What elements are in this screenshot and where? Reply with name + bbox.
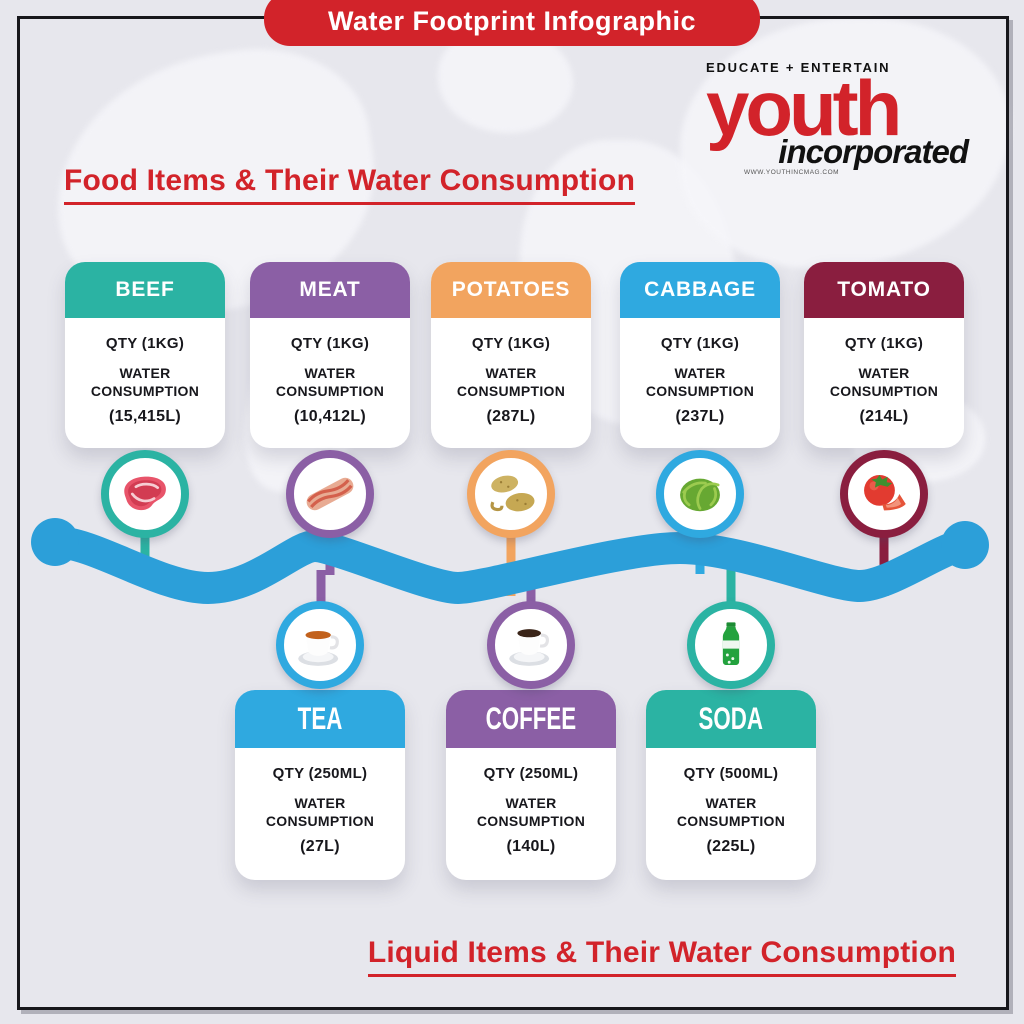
card-body: QTY (1KG) WATER CONSUMPTION (10,412L) (250, 318, 410, 440)
potatoes-icon-badge (467, 450, 555, 538)
wave-start-dot (31, 518, 79, 566)
bacon-icon (306, 477, 354, 511)
logo-tagline: EDUCATE + ENTERTAIN (706, 60, 891, 75)
quantity-text: QTY (1KG) (105, 335, 185, 352)
card-body: QTY (500ML) WATER CONSUMPTION (225L) (646, 748, 816, 870)
logo-brand-text: youth (706, 64, 902, 152)
card-title: TOMATO (837, 278, 931, 301)
water-consumption-value: (237L) (675, 408, 725, 426)
water-consumption-label: WATER CONSUMPTION (676, 795, 786, 830)
water-consumption-value: (140L) (506, 838, 556, 856)
card-title: SODA (698, 700, 764, 737)
wave-line (39, 526, 981, 605)
water-consumption-label: WATER CONSUMPTION (829, 365, 939, 400)
card-header: CABBAGE (620, 262, 780, 318)
water-consumption-label: WATER CONSUMPTION (275, 365, 385, 400)
coffee-icon-badge (487, 601, 575, 689)
card-header: TOMATO (804, 262, 964, 318)
quantity-text: QTY (1KG) (844, 335, 924, 352)
liquid-card-tea: TEA QTY (250ML) WATER CONSUMPTION (27L) (235, 690, 405, 880)
water-consumption-label: WATER CONSUMPTION (456, 365, 566, 400)
quantity-text: QTY (1KG) (471, 335, 551, 352)
soda-icon-badge (687, 601, 775, 689)
card-header: COFFEE (446, 690, 616, 748)
tea-icon (298, 630, 339, 666)
card-title: TEA (297, 700, 343, 737)
card-body: QTY (250ML) WATER CONSUMPTION (27L) (235, 748, 405, 870)
quantity-text: QTY (250ML) (272, 765, 368, 782)
water-consumption-label: WATER CONSUMPTION (265, 795, 375, 830)
timeline-wave (31, 518, 989, 612)
logo-website-url: WWW.YOUTHINCMAG.COM (744, 168, 840, 176)
water-consumption-value: (287L) (486, 408, 536, 426)
card-title: BEEF (115, 278, 175, 301)
card-header: POTATOES (431, 262, 591, 318)
tomato-icon (864, 474, 906, 511)
cabbage-icon-badge (656, 450, 744, 538)
card-title: COFFEE (485, 700, 577, 737)
tea-icon-badge (276, 601, 364, 689)
potatoes-icon (490, 475, 535, 512)
food-card-tomato: TOMATO QTY (1KG) WATER CONSUMPTION (214L… (804, 262, 964, 448)
liquid-card-soda: SODA QTY (500ML) WATER CONSUMPTION (225L… (646, 690, 816, 880)
page-title: Water Footprint Infographic (328, 6, 696, 36)
card-body: QTY (1KG) WATER CONSUMPTION (214L) (804, 318, 964, 440)
water-consumption-label: WATER CONSUMPTION (645, 365, 755, 400)
cabbage-icon (680, 478, 720, 512)
liquid-card-coffee: COFFEE QTY (250ML) WATER CONSUMPTION (14… (446, 690, 616, 880)
tomato-icon-badge (840, 450, 928, 538)
coffee-icon (509, 629, 550, 666)
food-card-beef: BEEF QTY (1KG) WATER CONSUMPTION (15,415… (65, 262, 225, 448)
card-title: MEAT (299, 278, 361, 301)
soda-icon (722, 622, 740, 665)
card-header: TEA (235, 690, 405, 748)
card-body: QTY (250ML) WATER CONSUMPTION (140L) (446, 748, 616, 870)
water-consumption-value: (27L) (300, 838, 340, 856)
card-header: SODA (646, 690, 816, 748)
food-card-meat: MEAT QTY (1KG) WATER CONSUMPTION (10,412… (250, 262, 410, 448)
water-consumption-value: (225L) (706, 838, 756, 856)
card-body: QTY (1KG) WATER CONSUMPTION (15,415L) (65, 318, 225, 440)
quantity-text: QTY (1KG) (290, 335, 370, 352)
wave-end-dot (941, 521, 989, 569)
beef-icon-badge (101, 450, 189, 538)
card-title: CABBAGE (644, 278, 756, 301)
water-consumption-label: WATER CONSUMPTION (476, 795, 586, 830)
food-section-heading: Food Items & Their Water Consumption (64, 164, 636, 205)
quantity-text: QTY (250ML) (483, 765, 579, 782)
water-consumption-label: WATER CONSUMPTION (90, 365, 200, 400)
quantity-text: QTY (1KG) (660, 335, 740, 352)
water-consumption-value: (214L) (859, 408, 909, 426)
water-consumption-value: (15,415L) (108, 408, 182, 426)
card-title: POTATOES (451, 278, 571, 301)
bacon-icon-badge (286, 450, 374, 538)
youth-incorporated-logo: EDUCATE + ENTERTAIN youth incorporated W… (706, 60, 969, 176)
food-card-potatoes: POTATOES QTY (1KG) WATER CONSUMPTION (28… (431, 262, 591, 448)
logo-brand-suffix: incorporated (778, 132, 969, 170)
title-banner: Water Footprint Infographic (264, 0, 760, 46)
card-body: QTY (1KG) WATER CONSUMPTION (287L) (431, 318, 591, 440)
card-header: BEEF (65, 262, 225, 318)
card-body: QTY (1KG) WATER CONSUMPTION (237L) (620, 318, 780, 440)
liquid-section-heading: Liquid Items & Their Water Consumption (367, 936, 956, 977)
card-header: MEAT (250, 262, 410, 318)
food-card-cabbage: CABBAGE QTY (1KG) WATER CONSUMPTION (237… (620, 262, 780, 448)
water-consumption-value: (10,412L) (293, 408, 367, 426)
quantity-text: QTY (500ML) (683, 765, 779, 782)
beef-icon (124, 476, 166, 511)
